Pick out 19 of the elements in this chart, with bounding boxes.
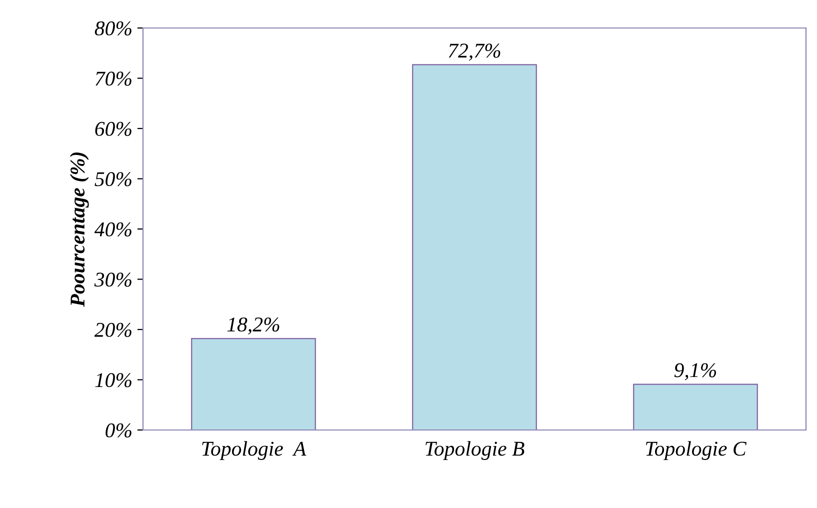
x-tick-label: Topologie A (202, 441, 306, 460)
y-axis-title: Poourcentage (%) (70, 152, 89, 307)
y-tick-label: 50% (94, 172, 132, 186)
data-label: 9,1% (674, 363, 716, 380)
bar (633, 384, 758, 430)
x-tick-label: Topologie C (646, 441, 747, 460)
y-tick-label: 40% (94, 222, 132, 236)
y-tick-label: 80% (94, 21, 132, 36)
x-tick-label: Topologie B (426, 441, 524, 460)
bar (412, 64, 537, 430)
y-tick-label: 70% (96, 72, 132, 86)
y-tick-label: 60% (95, 122, 132, 136)
data-label: 72,7% (448, 44, 500, 61)
data-label: 18,2% (227, 317, 280, 335)
bar (191, 338, 316, 430)
y-tick-label: 10% (95, 373, 132, 388)
y-tick-label: 20% (94, 322, 132, 337)
y-tick-label: 0% (106, 423, 132, 438)
y-tick-label: 30% (94, 272, 132, 287)
